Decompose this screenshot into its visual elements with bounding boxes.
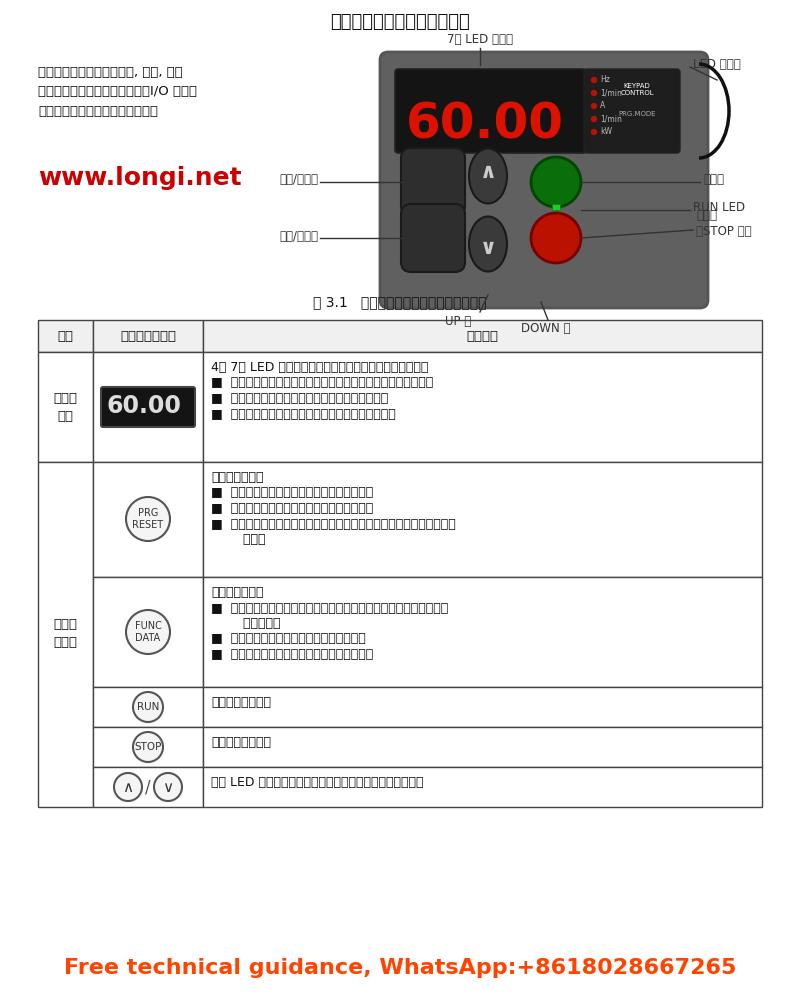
- Bar: [93, 352, 203, 462]
- Text: 模式。: 模式。: [211, 533, 266, 546]
- Bar: [93, 577, 203, 687]
- Text: DOWN 键: DOWN 键: [522, 322, 570, 335]
- Bar: [38, 462, 93, 807]
- Text: ∧: ∧: [479, 162, 497, 182]
- Text: kW: kW: [600, 128, 612, 137]
- Circle shape: [591, 117, 597, 122]
- Bar: [93, 320, 203, 352]
- Text: 按键操
作部分: 按键操 作部分: [53, 618, 77, 649]
- Bar: [203, 320, 762, 352]
- Bar: [203, 577, 762, 687]
- Text: 运转键: 运转键: [703, 173, 724, 186]
- Text: 停止电机的运转。: 停止电机的运转。: [211, 736, 271, 749]
- Text: ■  运转模式时：切换运转状态的监视量（输出频率、输出电流、输出: ■ 运转模式时：切换运转状态的监视量（输出频率、输出电流、输出: [211, 601, 448, 614]
- Bar: [93, 687, 203, 727]
- Text: 功能/数据键: 功能/数据键: [279, 229, 318, 242]
- Text: RUN: RUN: [538, 174, 574, 189]
- Text: ■  程序模式时：显示功能代码、确定数据。: ■ 程序模式时：显示功能代码、确定数据。: [211, 632, 366, 645]
- Text: PRG
RESET: PRG RESET: [133, 508, 163, 529]
- Text: 表 3.1   操作面板各部分名称和功能的概要: 表 3.1 操作面板各部分名称和功能的概要: [314, 295, 486, 309]
- Circle shape: [591, 104, 597, 109]
- Text: PRG.MODE: PRG.MODE: [618, 111, 656, 117]
- Text: ■  程序模式时：按下该键，切换到运转模式。: ■ 程序模式时：按下该键，切换到运转模式。: [211, 502, 374, 515]
- Text: ■  运转模式时：运转信息（输出频率、输出电流、输出电压等）: ■ 运转模式时：运转信息（输出频率、输出电流、输出电压等）: [211, 377, 434, 390]
- Circle shape: [126, 497, 170, 541]
- Text: www.longi.net: www.longi.net: [38, 166, 242, 190]
- Text: FUNC
DATA: FUNC DATA: [418, 227, 448, 249]
- FancyBboxPatch shape: [401, 148, 465, 216]
- Circle shape: [133, 732, 163, 762]
- Text: 数据显
示部: 数据显 示部: [53, 392, 77, 423]
- Bar: [203, 462, 762, 577]
- Text: PRG
RESET: PRG RESET: [416, 171, 450, 192]
- FancyBboxPatch shape: [401, 204, 465, 272]
- Text: ∧: ∧: [122, 780, 134, 795]
- Text: 电压等）。: 电压等）。: [211, 617, 281, 630]
- Circle shape: [114, 773, 142, 801]
- Text: 停止键
（STOP 键）: 停止键 （STOP 键）: [696, 209, 752, 238]
- Bar: [38, 352, 93, 462]
- Text: UP 键: UP 键: [445, 315, 471, 328]
- Text: RUN: RUN: [137, 702, 159, 712]
- Text: ■  报警模式时：切换到报警详细信息的显示。: ■ 报警模式时：切换到报警详细信息的显示。: [211, 648, 374, 661]
- Circle shape: [591, 91, 597, 96]
- Text: 切换操作模式。: 切换操作模式。: [211, 471, 263, 484]
- Text: ∨: ∨: [162, 780, 174, 795]
- Text: KEYPAD
CONTROL: KEYPAD CONTROL: [620, 84, 654, 97]
- Text: RUN LED: RUN LED: [693, 201, 745, 214]
- Bar: [203, 727, 762, 767]
- Text: Free technical guidance, WhatsApp:+8618028667265: Free technical guidance, WhatsApp:+86180…: [64, 958, 736, 978]
- Text: 显示部以及按键: 显示部以及按键: [120, 329, 176, 343]
- Text: 1/min: 1/min: [600, 89, 622, 98]
- Bar: [93, 767, 203, 807]
- Bar: [203, 687, 762, 727]
- Text: FUNC
DATA: FUNC DATA: [134, 621, 162, 643]
- Text: 功能概要: 功能概要: [466, 329, 498, 343]
- FancyBboxPatch shape: [380, 52, 708, 308]
- Circle shape: [133, 692, 163, 722]
- Text: 60.00: 60.00: [107, 394, 182, 418]
- FancyBboxPatch shape: [584, 69, 680, 153]
- Text: ∨: ∨: [479, 238, 497, 258]
- Text: STOP: STOP: [134, 742, 162, 752]
- Bar: [38, 320, 93, 352]
- Bar: [93, 462, 203, 577]
- Text: A: A: [600, 102, 606, 111]
- Circle shape: [126, 610, 170, 654]
- Text: /: /: [145, 778, 151, 796]
- Text: ■  报警模式时：消除报警原因后，按下该键，报警被解除，切换到运转: ■ 报警模式时：消除报警原因后，按下该键，报警被解除，切换到运转: [211, 517, 456, 530]
- Text: 项目: 项目: [57, 329, 73, 343]
- Text: 1/min: 1/min: [600, 115, 622, 124]
- Text: ■  运转模式时：按下该键，切换到程序模式。: ■ 运转模式时：按下该键，切换到程序模式。: [211, 487, 374, 499]
- FancyBboxPatch shape: [101, 387, 195, 427]
- Text: 程序/复位键: 程序/复位键: [279, 173, 318, 186]
- Text: ■  报警模式时：显示保护功能发生的原因的报警代码: ■ 报警模式时：显示保护功能发生的原因的报警代码: [211, 408, 396, 421]
- Text: STOP: STOP: [533, 230, 579, 245]
- Text: 选择 LED 监视器上显示的设定项目、更改功能代码数据等。: 选择 LED 监视器上显示的设定项目、更改功能代码数据等。: [211, 776, 423, 789]
- Ellipse shape: [469, 216, 507, 271]
- Circle shape: [531, 213, 581, 263]
- Text: 7段 LED 监视器: 7段 LED 监视器: [447, 33, 513, 46]
- Bar: [93, 727, 203, 767]
- Text: 4位 7段 LED 监视器。根据各种操作模式，显示以下内容。: 4位 7段 LED 监视器。根据各种操作模式，显示以下内容。: [211, 361, 428, 374]
- Text: ■  程序模式时：菜单、功能代码、功能代码数据等: ■ 程序模式时：菜单、功能代码、功能代码数据等: [211, 392, 388, 405]
- Circle shape: [591, 130, 597, 135]
- Circle shape: [531, 157, 581, 207]
- Bar: [203, 352, 762, 462]
- Circle shape: [591, 78, 597, 83]
- Bar: [552, 204, 560, 210]
- Ellipse shape: [469, 149, 507, 203]
- Text: Hz: Hz: [600, 76, 610, 85]
- Text: 开始电机的运转。: 开始电机的运转。: [211, 696, 271, 709]
- Text: 执行以下操作。: 执行以下操作。: [211, 586, 263, 599]
- Text: 可以通过操作面板显示运转, 停止, 显示
各种数据、设定功能代码数据、I/O 检查、
显示维护保养信息、报警信息等。: 可以通过操作面板显示运转, 停止, 显示 各种数据、设定功能代码数据、I/O 检…: [38, 66, 197, 118]
- Text: 60.00: 60.00: [406, 101, 564, 149]
- Circle shape: [154, 773, 182, 801]
- Text: 操作面板各部分的名称和功能: 操作面板各部分的名称和功能: [330, 13, 470, 31]
- Text: LED 显示部: LED 显示部: [693, 59, 741, 72]
- Bar: [203, 767, 762, 807]
- FancyBboxPatch shape: [395, 69, 586, 153]
